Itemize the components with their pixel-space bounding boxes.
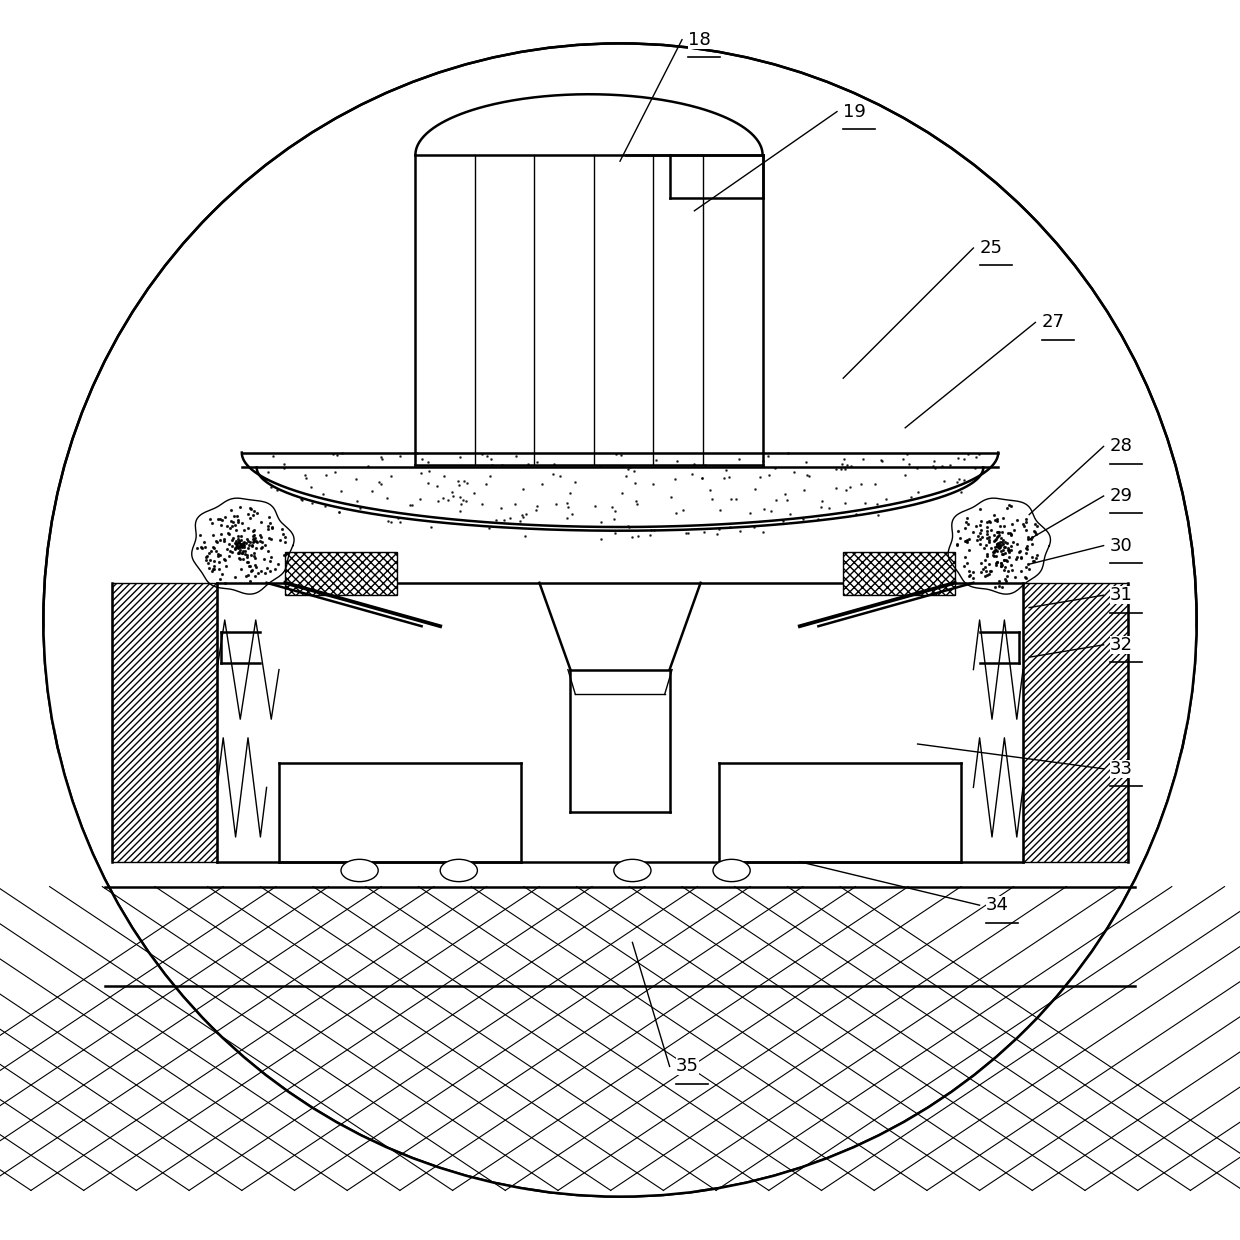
Text: 35: 35 [676, 1058, 699, 1075]
Text: 32: 32 [1110, 636, 1133, 653]
Ellipse shape [713, 859, 750, 882]
Ellipse shape [614, 859, 651, 882]
Ellipse shape [341, 859, 378, 882]
Bar [1023, 583, 1128, 862]
Bar [112, 583, 217, 862]
Text: 30: 30 [1110, 537, 1132, 554]
Text: 28: 28 [1110, 438, 1132, 455]
Text: 27: 27 [1042, 314, 1065, 331]
Text: 19: 19 [843, 103, 866, 120]
Text: 31: 31 [1110, 587, 1132, 604]
Polygon shape [43, 620, 1197, 1197]
Text: 34: 34 [986, 897, 1009, 914]
Circle shape [43, 43, 1197, 1197]
Bar [843, 552, 955, 595]
Ellipse shape [440, 859, 477, 882]
Text: 18: 18 [688, 31, 711, 48]
Text: 29: 29 [1110, 487, 1133, 505]
Text: 25: 25 [980, 239, 1003, 257]
Text: 33: 33 [1110, 760, 1133, 777]
Bar [285, 552, 397, 595]
